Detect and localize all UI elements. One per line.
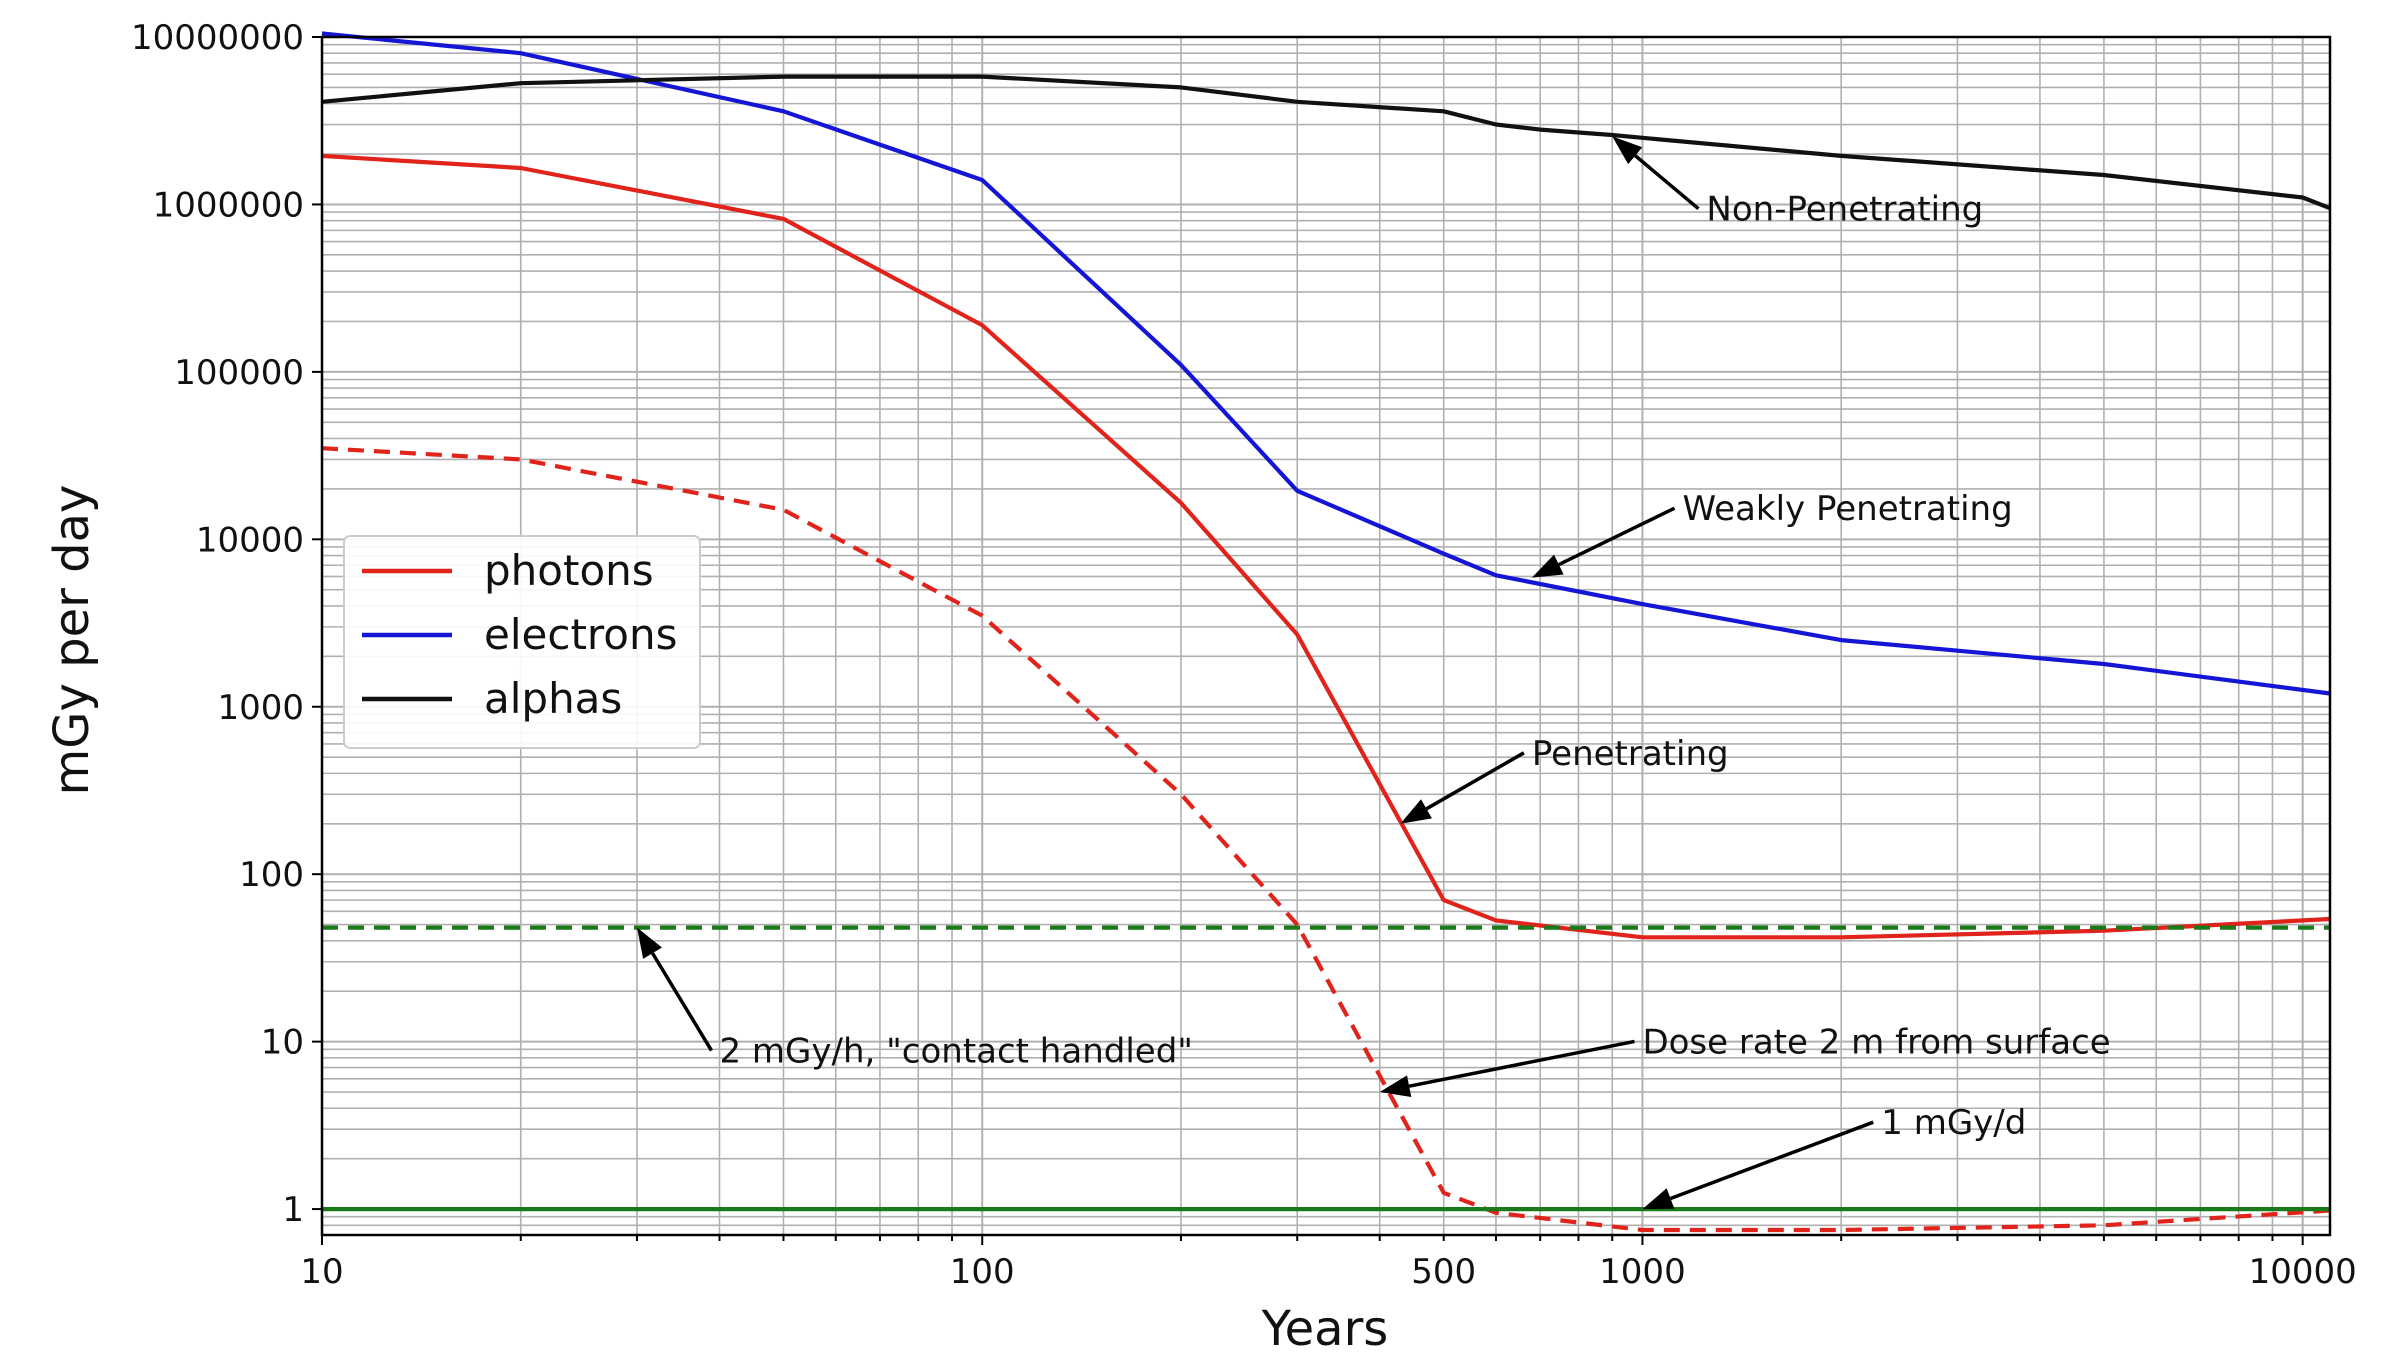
y-tick-label: 10000000 — [131, 18, 304, 58]
annotation-arrow — [1425, 751, 1525, 811]
x-tick-label: 1000 — [1599, 1252, 1686, 1292]
series-group — [321, 31, 2331, 1233]
y-tick-label: 100 — [239, 855, 304, 895]
x-tick-label: 100 — [950, 1252, 1015, 1292]
legend-label-alphas: alphas — [484, 674, 622, 723]
annotation: 1 mGy/d — [1642, 1103, 2026, 1210]
legend-label-electrons: electrons — [484, 610, 677, 659]
x-axis-title: Years — [1261, 1301, 1389, 1357]
series-line-electrons — [321, 31, 2331, 696]
legend-box — [343, 535, 701, 749]
x-tick-label: 10 — [300, 1252, 343, 1292]
annotation: 2 mGy/h, "contact handled" — [637, 927, 1193, 1072]
annotation-arrowhead — [1400, 799, 1432, 824]
annotation-arrow — [651, 952, 713, 1052]
annotation-label: 2 mGy/h, "contact handled" — [719, 1032, 1192, 1072]
series-line-dashed-3 — [321, 446, 2331, 1233]
annotation-arrowhead — [637, 927, 662, 959]
y-tick-label: 1 — [282, 1190, 304, 1230]
annotation-arrowhead — [1642, 1188, 1675, 1210]
x-tick-label: 500 — [1411, 1252, 1476, 1292]
annotation-label: 1 mGy/d — [1881, 1103, 2026, 1143]
annotation: Dose rate 2 m from surface — [1379, 1022, 2111, 1097]
legend-label-photons: photons — [484, 546, 654, 595]
y-axis-title: mGy per day — [44, 485, 100, 796]
annotation: Penetrating — [1400, 734, 1729, 824]
y-tick-label: 1000 — [217, 688, 304, 728]
y-tick-label: 10000 — [196, 520, 304, 560]
annotation-arrow — [1669, 1120, 1874, 1201]
annotation-label: Weakly Penetrating — [1683, 489, 2013, 529]
ticks: 10 100 500 1000 10000 1 10 100 1000 10000 100000 10… — [131, 18, 2357, 1292]
annotation-label: Penetrating — [1532, 734, 1729, 774]
annotations: Non-Penetrating Weakly Penetrating Penetra… — [637, 136, 2111, 1210]
annotation-arrow — [1634, 154, 1700, 211]
plot-frame — [320, 35, 2332, 1237]
annotation-arrow — [1558, 506, 1676, 567]
annotation-label: Dose rate 2 m from surface — [1642, 1022, 2110, 1062]
series-line-photons — [321, 153, 2331, 940]
annotation-arrowhead — [1379, 1075, 1412, 1097]
annotation-arrowhead — [1612, 136, 1643, 165]
x-tick-label: 10000 — [2249, 1252, 2357, 1292]
legend: photons electrons alphas — [343, 535, 701, 749]
y-tick-label: 1000000 — [153, 185, 304, 225]
annotation: Weakly Penetrating — [1531, 489, 2013, 578]
annotation-arrow — [1408, 1039, 1635, 1088]
y-tick-label: 100000 — [174, 353, 304, 393]
annotation: Non-Penetrating — [1612, 136, 1983, 230]
annotation-label: Non-Penetrating — [1706, 190, 1983, 230]
annotation-arrowhead — [1531, 554, 1564, 578]
y-tick-label: 10 — [261, 1023, 304, 1063]
